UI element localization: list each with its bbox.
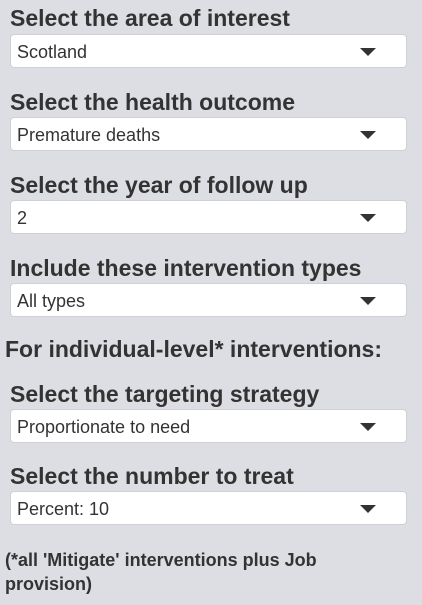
targeting-strategy-select[interactable]: Proportionate to need: [10, 409, 407, 443]
targeting-strategy-value: Proportionate to need: [17, 417, 191, 437]
chevron-down-icon: [360, 48, 376, 56]
year-follow-up-select[interactable]: 2: [10, 200, 407, 234]
individual-level-heading: For individual-level* interventions:: [5, 336, 383, 362]
intervention-types-value: All types: [17, 291, 86, 311]
chevron-down-icon: [360, 131, 376, 139]
intervention-types-group: Include these intervention types All typ…: [10, 254, 409, 317]
chevron-down-icon: [360, 423, 376, 431]
footnote: (*all 'Mitigate' interventions plus Job …: [5, 550, 317, 594]
health-outcome-value: Premature deaths: [17, 125, 161, 145]
year-follow-up-group: Select the year of follow up 2: [10, 171, 409, 234]
chevron-down-icon: [360, 505, 376, 513]
targeting-strategy-label: Select the targeting strategy: [10, 381, 320, 407]
number-to-treat-value: Percent: 10: [17, 499, 110, 519]
health-outcome-label: Select the health outcome: [10, 89, 296, 115]
area-of-interest-value: Scotland: [17, 42, 88, 62]
number-to-treat-select[interactable]: Percent: 10: [10, 491, 407, 525]
health-outcome-select[interactable]: Premature deaths: [10, 117, 407, 151]
chevron-down-icon: [360, 214, 376, 222]
health-outcome-group: Select the health outcome Premature deat…: [10, 88, 409, 151]
area-of-interest-select[interactable]: Scotland: [10, 34, 407, 68]
year-follow-up-label: Select the year of follow up: [10, 172, 308, 198]
targeting-strategy-group: Select the targeting strategy Proportion…: [10, 380, 409, 443]
intervention-types-select[interactable]: All types: [10, 283, 407, 317]
area-of-interest-group: Select the area of interest Scotland: [10, 4, 409, 68]
chevron-down-icon: [360, 297, 376, 305]
intervention-types-label: Include these intervention types: [10, 255, 362, 281]
year-follow-up-value: 2: [17, 208, 28, 228]
number-to-treat-group: Select the number to treat Percent: 10: [10, 462, 409, 525]
area-of-interest-label: Select the area of interest: [10, 5, 290, 31]
number-to-treat-label: Select the number to treat: [10, 463, 294, 489]
